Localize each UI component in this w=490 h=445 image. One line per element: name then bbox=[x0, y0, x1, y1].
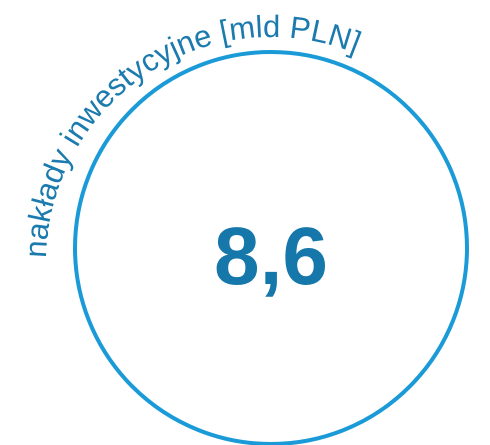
circle bbox=[73, 50, 469, 445]
value: 8,6 bbox=[214, 211, 328, 302]
